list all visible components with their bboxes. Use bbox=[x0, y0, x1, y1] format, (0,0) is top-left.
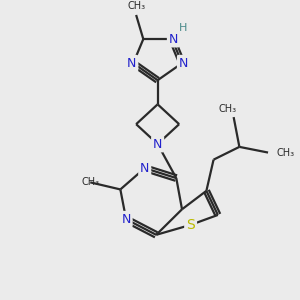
Text: S: S bbox=[186, 218, 195, 232]
Text: CH₃: CH₃ bbox=[219, 103, 237, 114]
Text: N: N bbox=[153, 137, 162, 151]
Text: N: N bbox=[127, 57, 136, 70]
Text: N: N bbox=[122, 213, 131, 226]
Text: N: N bbox=[179, 57, 188, 70]
Text: CH₃: CH₃ bbox=[277, 148, 295, 158]
Text: CH₃: CH₃ bbox=[81, 177, 99, 187]
Text: CH₃: CH₃ bbox=[127, 2, 145, 11]
Text: N: N bbox=[169, 33, 178, 46]
Text: N: N bbox=[140, 162, 149, 175]
Text: H: H bbox=[179, 23, 188, 33]
